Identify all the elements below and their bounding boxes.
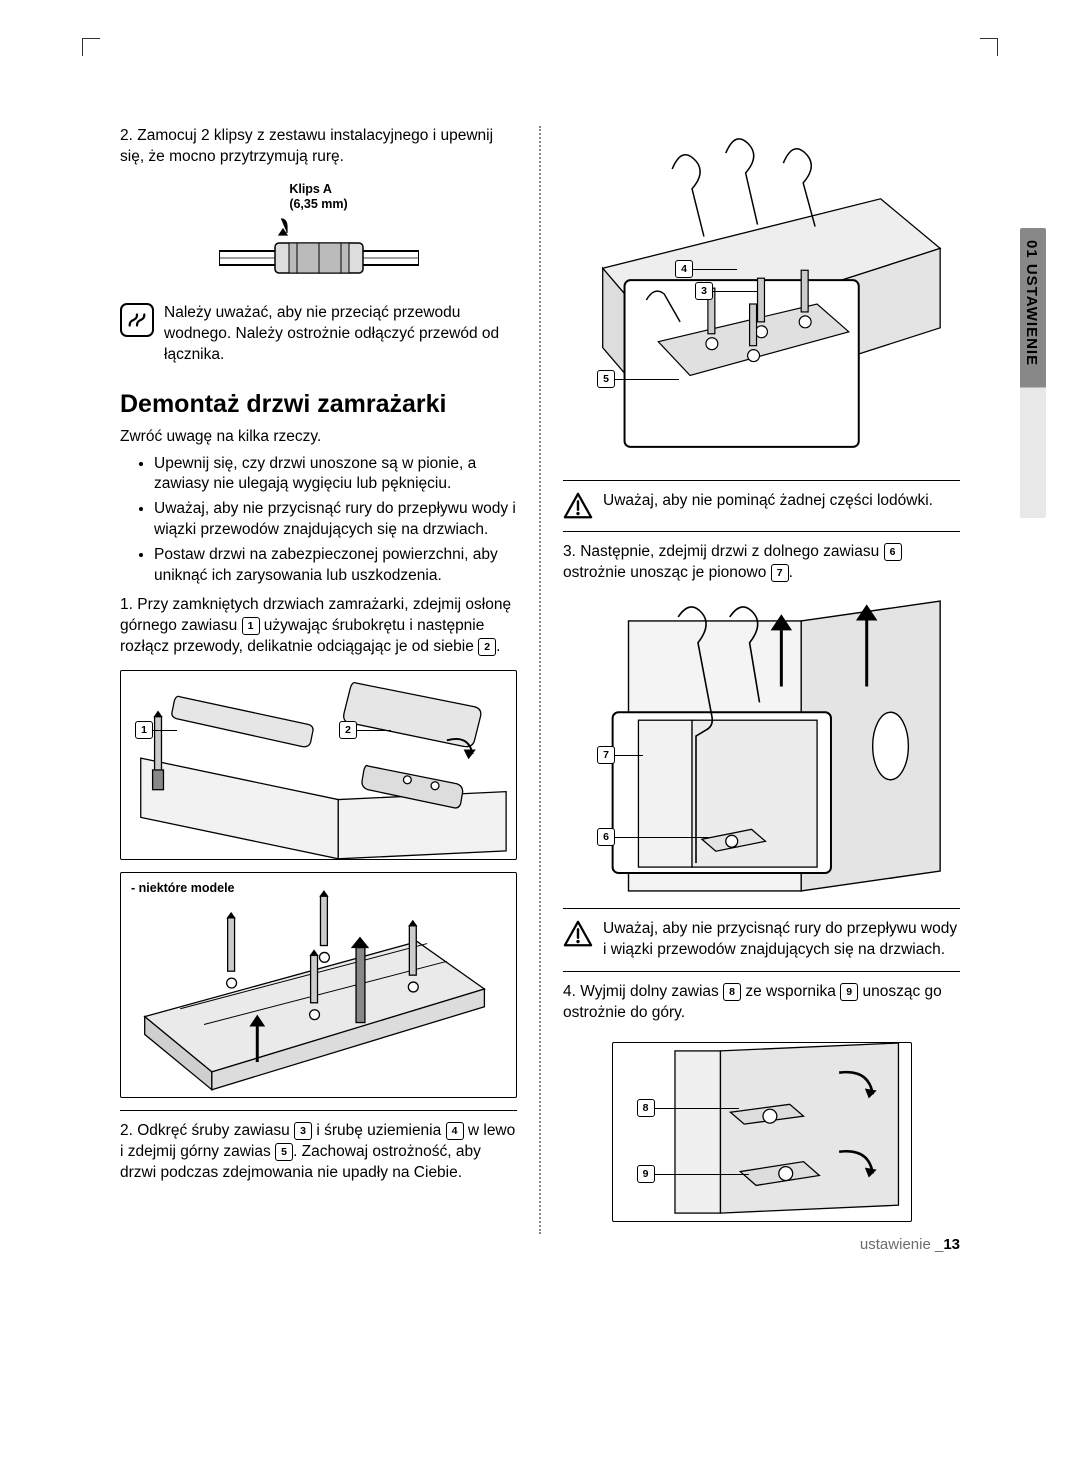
step-2b-text: 2. Odkręć śruby zawiasu 3 i śrubę uziemi… bbox=[120, 1121, 517, 1184]
figure-hinge-cover: 1 2 bbox=[120, 670, 517, 860]
figure-upper-hinge: 4 3 5 bbox=[563, 138, 960, 468]
bullet-list: Upewnij się, czy drzwi unoszone są w pio… bbox=[120, 454, 517, 588]
warning-2: Uważaj, aby nie przycisnąć rury do przep… bbox=[563, 919, 960, 961]
right-column: 4 3 5 Uważaj, aby nie pominąć żadnej czę… bbox=[563, 126, 960, 1234]
step-2-text: 2. Zamocuj 2 klipsy z zestawu instalacyj… bbox=[120, 126, 517, 168]
warn1-text: Uważaj, aby nie pominąć żadnej części lo… bbox=[603, 491, 933, 512]
rule-r1 bbox=[563, 480, 960, 481]
klips-label-line2: (6,35 mm) bbox=[289, 197, 347, 211]
callout-9: 9 bbox=[840, 983, 858, 1001]
callout-7: 7 bbox=[771, 564, 789, 582]
intro-text: Zwróć uwagę na kilka rzeczy. bbox=[120, 427, 517, 448]
step-2-body: 2. Zamocuj 2 klipsy z zestawu instalacyj… bbox=[120, 127, 493, 165]
figure-lower-hinge: 8 9 bbox=[612, 1042, 912, 1222]
footer-page-number: 13 bbox=[943, 1236, 960, 1253]
callout-1: 1 bbox=[242, 617, 260, 635]
step-4-text: 4. Wyjmij dolny zawias 8 ze wspornika 9 … bbox=[563, 982, 960, 1024]
left-column: 2. Zamocuj 2 klipsy z zestawu instalacyj… bbox=[120, 126, 517, 1234]
fig-callout-8: 8 bbox=[637, 1099, 655, 1117]
section-heading: Demontaż drzwi zamrażarki bbox=[120, 390, 517, 419]
fig-callout-5: 5 bbox=[597, 370, 615, 388]
s2b-b: i śrubę uziemienia bbox=[312, 1122, 446, 1139]
upper-hinge-illustration bbox=[563, 138, 960, 468]
footer-label: ustawienie _ bbox=[860, 1236, 943, 1253]
hinge-cover-illustration bbox=[121, 671, 516, 859]
s4b: ze wspornika bbox=[741, 983, 840, 1000]
info-note: Należy uważać, aby nie przeciąć przewodu… bbox=[120, 303, 517, 366]
klips-label-line1: Klips A bbox=[289, 182, 332, 196]
fig-callout-6: 6 bbox=[597, 828, 615, 846]
note-icon bbox=[120, 303, 154, 337]
bullet-2: Uważaj, aby nie przycisnąć rury do przep… bbox=[154, 499, 517, 541]
s3c: . bbox=[789, 564, 793, 581]
fig-callout-9: 9 bbox=[637, 1165, 655, 1183]
figure-some-models: - niektóre modele bbox=[120, 872, 517, 1098]
warn2-text: Uważaj, aby nie przycisnąć rury do przep… bbox=[603, 919, 960, 961]
warning-1: Uważaj, aby nie pominąć żadnej części lo… bbox=[563, 491, 960, 521]
callout-5: 5 bbox=[275, 1143, 293, 1161]
klips-illustration bbox=[219, 217, 419, 287]
s3b: ostrożnie unosząc je pionowo bbox=[563, 564, 771, 581]
callout-2: 2 bbox=[478, 638, 496, 656]
note-text: Należy uważać, aby nie przeciąć przewodu… bbox=[164, 303, 517, 366]
bullet-1: Upewnij się, czy drzwi unoszone są w pio… bbox=[154, 454, 517, 496]
fig-callout-4: 4 bbox=[675, 260, 693, 278]
door-lift-illustration bbox=[563, 596, 960, 896]
fig-callout-3: 3 bbox=[695, 282, 713, 300]
step1-c: . bbox=[496, 638, 500, 655]
warning-icon bbox=[563, 491, 593, 521]
column-divider bbox=[539, 126, 541, 1234]
lower-hinge-illustration bbox=[613, 1043, 911, 1221]
two-column-layout: 2. Zamocuj 2 klipsy z zestawu instalacyj… bbox=[120, 126, 960, 1234]
rule-r2 bbox=[563, 531, 960, 532]
rule-r4 bbox=[563, 971, 960, 972]
s4a: 4. Wyjmij dolny zawias bbox=[563, 983, 723, 1000]
figure-lower-hinge-wrap: 8 9 bbox=[563, 1030, 960, 1234]
fig-callout-1: 1 bbox=[135, 721, 153, 739]
callout-8: 8 bbox=[723, 983, 741, 1001]
s2b-a: 2. Odkręć śruby zawiasu bbox=[120, 1122, 294, 1139]
section-tab: 01 USTAWIENIE bbox=[1023, 240, 1040, 366]
fig-callout-2: 2 bbox=[339, 721, 357, 739]
callout-4: 4 bbox=[446, 1122, 464, 1140]
rule bbox=[120, 1110, 517, 1111]
fig-callout-7: 7 bbox=[597, 746, 615, 764]
page-footer: ustawienie _13 bbox=[860, 1236, 960, 1253]
s3a: 3. Następnie, zdejmij drzwi z dolnego za… bbox=[563, 543, 884, 560]
warning-icon-2 bbox=[563, 919, 593, 949]
callout-3: 3 bbox=[294, 1122, 312, 1140]
figure-door-lift: 7 6 bbox=[563, 596, 960, 896]
some-models-illustration bbox=[121, 877, 516, 1097]
rule-r3 bbox=[563, 908, 960, 909]
step-3-text: 3. Następnie, zdejmij drzwi z dolnego za… bbox=[563, 542, 960, 584]
callout-6: 6 bbox=[884, 543, 902, 561]
klips-figure: Klips A (6,35 mm) bbox=[120, 182, 517, 287]
step-1-text: 1. Przy zamkniętych drzwiach zamrażarki,… bbox=[120, 595, 517, 658]
bullet-3: Postaw drzwi na zabezpieczonej powierzch… bbox=[154, 545, 517, 587]
some-models-caption: - niektóre modele bbox=[131, 881, 235, 895]
